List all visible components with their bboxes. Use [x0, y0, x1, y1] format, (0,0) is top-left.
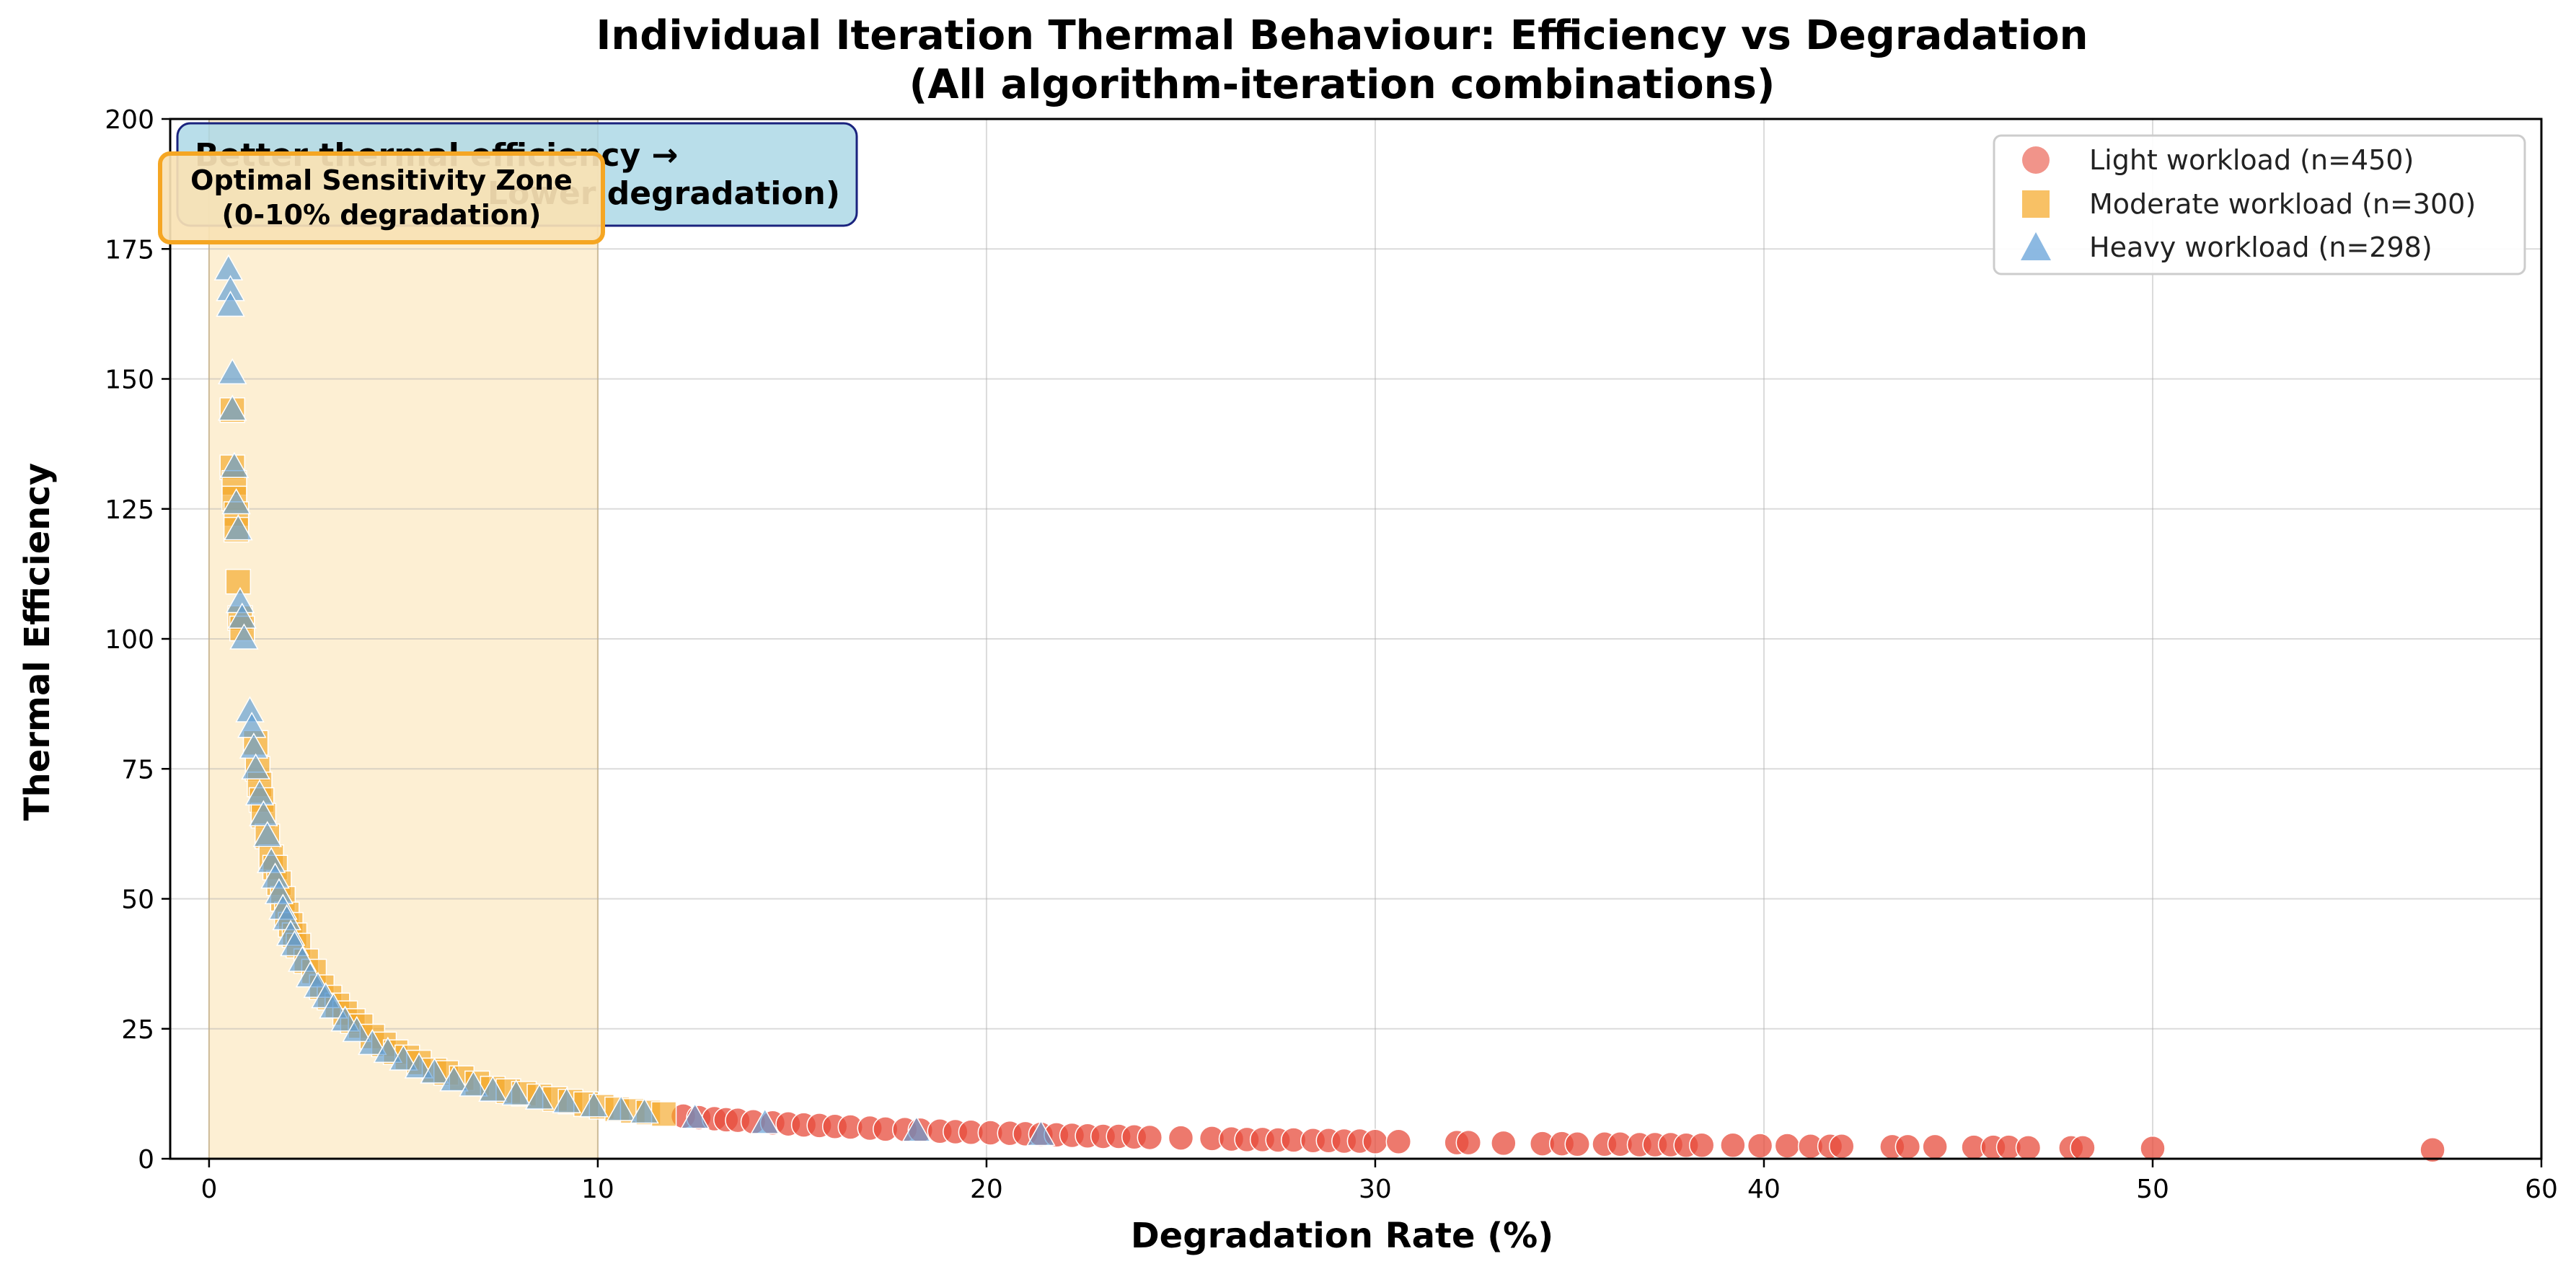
chart-title-line2: (All algorithm-iteration combinations) [909, 61, 1776, 108]
data-point-heavy [252, 821, 283, 847]
y-tick-label: 25 [121, 1015, 154, 1045]
optimal-zone-label-box [158, 151, 605, 244]
optimal-zone-label-line2: (0-10% degradation) [222, 199, 542, 231]
series-triangle [213, 254, 1056, 1146]
data-point-heavy [217, 394, 247, 421]
optimal-zone-band [208, 118, 599, 1159]
data-point-light [1720, 1132, 1746, 1159]
ticks-layer: 0 10 20 30 40 50 60 0 25 50 75 100 125 150 175 200 [105, 105, 2558, 1204]
legend-label-heavy: Heavy workload (n=298) [2089, 231, 2432, 263]
y-tick-label: 100 [105, 625, 154, 655]
data-point-light [2420, 1136, 2445, 1163]
data-point-heavy [1026, 1120, 1056, 1146]
data-point-heavy [524, 1083, 555, 1110]
optimal-zone-annotation: Optimal Sensitivity Zone (0-10% degradat… [158, 151, 605, 244]
data-point-heavy [579, 1091, 609, 1118]
data-point-heavy [404, 1052, 434, 1079]
data-point-heavy [319, 992, 348, 1019]
data-point-light [1829, 1133, 1855, 1159]
x-tick-label: 60 [2525, 1175, 2558, 1204]
legend-marker-heavy [2021, 232, 2051, 260]
data-point-heavy [216, 291, 245, 317]
y-tick-label: 125 [105, 495, 154, 525]
data-point-heavy [219, 451, 250, 478]
data-point-light [1774, 1133, 1801, 1159]
data-point-heavy [501, 1079, 531, 1106]
data-point-heavy [552, 1087, 582, 1113]
data-point-heavy [224, 514, 253, 541]
data-point-heavy [459, 1070, 488, 1097]
data-point-heavy [680, 1103, 710, 1129]
optimal-zone-layer [208, 118, 599, 1159]
data-point-light [1747, 1133, 1773, 1159]
data-points-layer [213, 254, 2445, 1163]
data-point-heavy [244, 779, 275, 806]
data-point-light [1922, 1134, 1948, 1160]
data-point-heavy [342, 1015, 372, 1043]
y-tick-label: 175 [105, 235, 154, 265]
y-axis-label: Thermal Efficiency [17, 463, 58, 821]
data-point-light [1491, 1130, 1517, 1157]
data-point-light [1455, 1129, 1482, 1156]
data-point-heavy [420, 1057, 449, 1084]
legend: Light workload (n=450) Moderate workload… [1993, 134, 2526, 275]
series-circle [670, 1103, 2445, 1163]
data-point-heavy [217, 358, 247, 385]
data-point-heavy [901, 1115, 932, 1142]
data-point-light [1688, 1132, 1715, 1159]
data-point-heavy [358, 1028, 387, 1056]
data-point-heavy [249, 800, 278, 826]
data-point-heavy [241, 753, 270, 779]
data-point-heavy [478, 1075, 508, 1103]
data-point-moderate [225, 568, 252, 595]
data-point-light [1168, 1125, 1194, 1151]
y-tick-label: 0 [138, 1145, 154, 1175]
legend-marker-moderate [2022, 190, 2050, 218]
legend-label-moderate: Moderate workload (n=300) [2089, 188, 2476, 220]
x-tick-label: 40 [1747, 1175, 1781, 1204]
data-point-heavy [373, 1036, 403, 1063]
legend-box [1993, 134, 2526, 275]
x-tick-label: 50 [2136, 1175, 2169, 1204]
data-point-heavy [606, 1095, 636, 1121]
data-point-light [1894, 1134, 1921, 1160]
data-point-light [2015, 1135, 2042, 1161]
data-point-heavy [389, 1044, 418, 1071]
x-tick-label: 0 [200, 1175, 217, 1204]
legend-marker-light [2022, 146, 2050, 174]
x-tick-label: 20 [970, 1175, 1003, 1204]
data-point-heavy [221, 488, 251, 515]
data-point-heavy [630, 1097, 659, 1124]
data-point-heavy [229, 623, 259, 650]
y-tick-label: 75 [121, 755, 154, 785]
data-point-heavy [750, 1108, 780, 1134]
x-tick-label: 30 [1359, 1175, 1392, 1204]
data-point-light [1137, 1124, 1163, 1151]
data-point-light [2140, 1135, 2166, 1162]
chart-title-line1: Individual Iteration Thermal Behaviour: … [596, 12, 2088, 59]
x-axis-label: Degradation Rate (%) [1131, 1216, 1553, 1256]
y-tick-label: 50 [121, 885, 154, 915]
data-point-heavy [439, 1065, 469, 1092]
optimal-zone-label-line1: Optimal Sensitivity Zone [190, 164, 573, 196]
legend-label-light: Light workload (n=450) [2089, 144, 2414, 176]
x-tick-label: 10 [581, 1175, 614, 1204]
data-point-light [1385, 1128, 1412, 1154]
data-point-light [1564, 1131, 1590, 1157]
y-tick-label: 200 [105, 105, 154, 135]
data-point-light [1362, 1128, 1388, 1154]
y-tick-label: 150 [105, 366, 154, 395]
data-point-light [2070, 1135, 2096, 1161]
